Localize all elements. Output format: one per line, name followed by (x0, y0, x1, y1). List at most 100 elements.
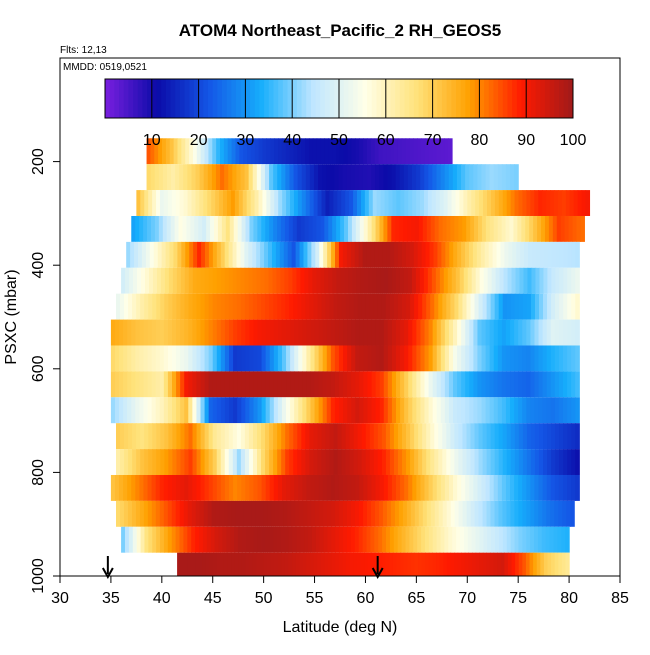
band-cell (123, 345, 128, 372)
band-cell (137, 267, 142, 294)
band-cell (407, 267, 413, 294)
colorbar-cell (296, 79, 303, 118)
band-cell (132, 449, 137, 475)
band-cell (558, 552, 563, 576)
band-cell (281, 164, 286, 191)
band-cell (318, 397, 324, 424)
band-cell (297, 164, 303, 191)
band-cell (421, 552, 426, 576)
band-cell (486, 449, 492, 475)
band-cell (186, 215, 191, 242)
band-cell (526, 319, 531, 346)
band-cell (494, 190, 500, 216)
band-cell (332, 215, 337, 242)
band-cell (276, 526, 282, 553)
band-cell (175, 190, 181, 216)
band-cell (465, 397, 470, 424)
band-cell (347, 215, 353, 242)
band-cell (200, 138, 206, 165)
band-cell (424, 371, 430, 398)
band-cell (546, 319, 552, 346)
band-cell (224, 423, 230, 450)
band-cell (444, 319, 450, 346)
band-cell (167, 526, 173, 553)
band-cell (317, 552, 322, 576)
band-cell (571, 267, 576, 294)
band-cell (285, 449, 290, 475)
band-cell (180, 397, 185, 424)
band-cell (273, 423, 278, 450)
band-cell (245, 474, 250, 501)
band-cell (506, 526, 512, 553)
band-cell (434, 423, 439, 450)
band-cell (403, 215, 408, 242)
band-cell (309, 423, 314, 450)
band-cell (340, 267, 345, 294)
band-cell (447, 190, 453, 216)
band-cell (505, 397, 511, 424)
band-cell (270, 138, 275, 165)
band-cell (241, 397, 246, 424)
band-cell (310, 319, 316, 346)
band-cell (166, 215, 172, 242)
band-cell (285, 164, 291, 191)
band-cell (232, 241, 238, 268)
band-cell (116, 500, 121, 527)
colorbar-cell (278, 79, 284, 118)
band-cell (241, 552, 247, 576)
band-cell (234, 190, 240, 216)
colorbar-cell (385, 79, 391, 118)
band-cell (216, 267, 222, 294)
band-cell (151, 500, 157, 527)
band-cell (318, 164, 323, 191)
band-cell (428, 319, 434, 346)
band-cell (365, 449, 371, 475)
colorbar-cell (315, 79, 321, 118)
band-cell (277, 449, 282, 475)
band-cell (172, 267, 178, 294)
band-cell (123, 397, 128, 424)
band-cell (566, 500, 571, 527)
band-cell (280, 526, 286, 553)
band-cell (471, 190, 476, 216)
band-cell (430, 423, 435, 450)
band-cell (298, 371, 303, 398)
band-cell (296, 267, 301, 294)
band-cell (563, 241, 569, 268)
band-cell (315, 241, 320, 268)
band-cell (273, 449, 278, 475)
colorbar-cell (367, 79, 373, 118)
band-cell (330, 371, 336, 398)
band-cell (192, 319, 198, 346)
band-cell (406, 500, 412, 527)
band-cell (365, 293, 371, 320)
band-cell (408, 371, 413, 398)
band-cell (543, 423, 548, 450)
band-cell (454, 215, 459, 242)
band-cell (530, 449, 536, 475)
band-cell (530, 371, 536, 398)
band-cell (196, 345, 202, 372)
band-cell (297, 423, 302, 450)
band-cell (230, 190, 236, 216)
band-cell (526, 449, 532, 475)
band-cell (470, 215, 475, 242)
band-cell (284, 552, 290, 576)
band-cell (349, 423, 355, 450)
band-cell (284, 526, 290, 553)
band-cell (519, 267, 525, 294)
band-cell (497, 474, 503, 501)
band-cell (335, 500, 340, 527)
band-cell (321, 449, 327, 475)
band-cell (191, 526, 196, 553)
colorbar-cell (498, 79, 504, 118)
band-cell (562, 319, 568, 346)
colorbar-cell (170, 79, 176, 118)
band-cell (380, 267, 385, 294)
band-cell (534, 526, 539, 553)
band-cell (120, 293, 125, 320)
band-cell (231, 500, 237, 527)
band-cell (301, 190, 307, 216)
band-cell (179, 190, 185, 216)
band-row (116, 500, 575, 527)
